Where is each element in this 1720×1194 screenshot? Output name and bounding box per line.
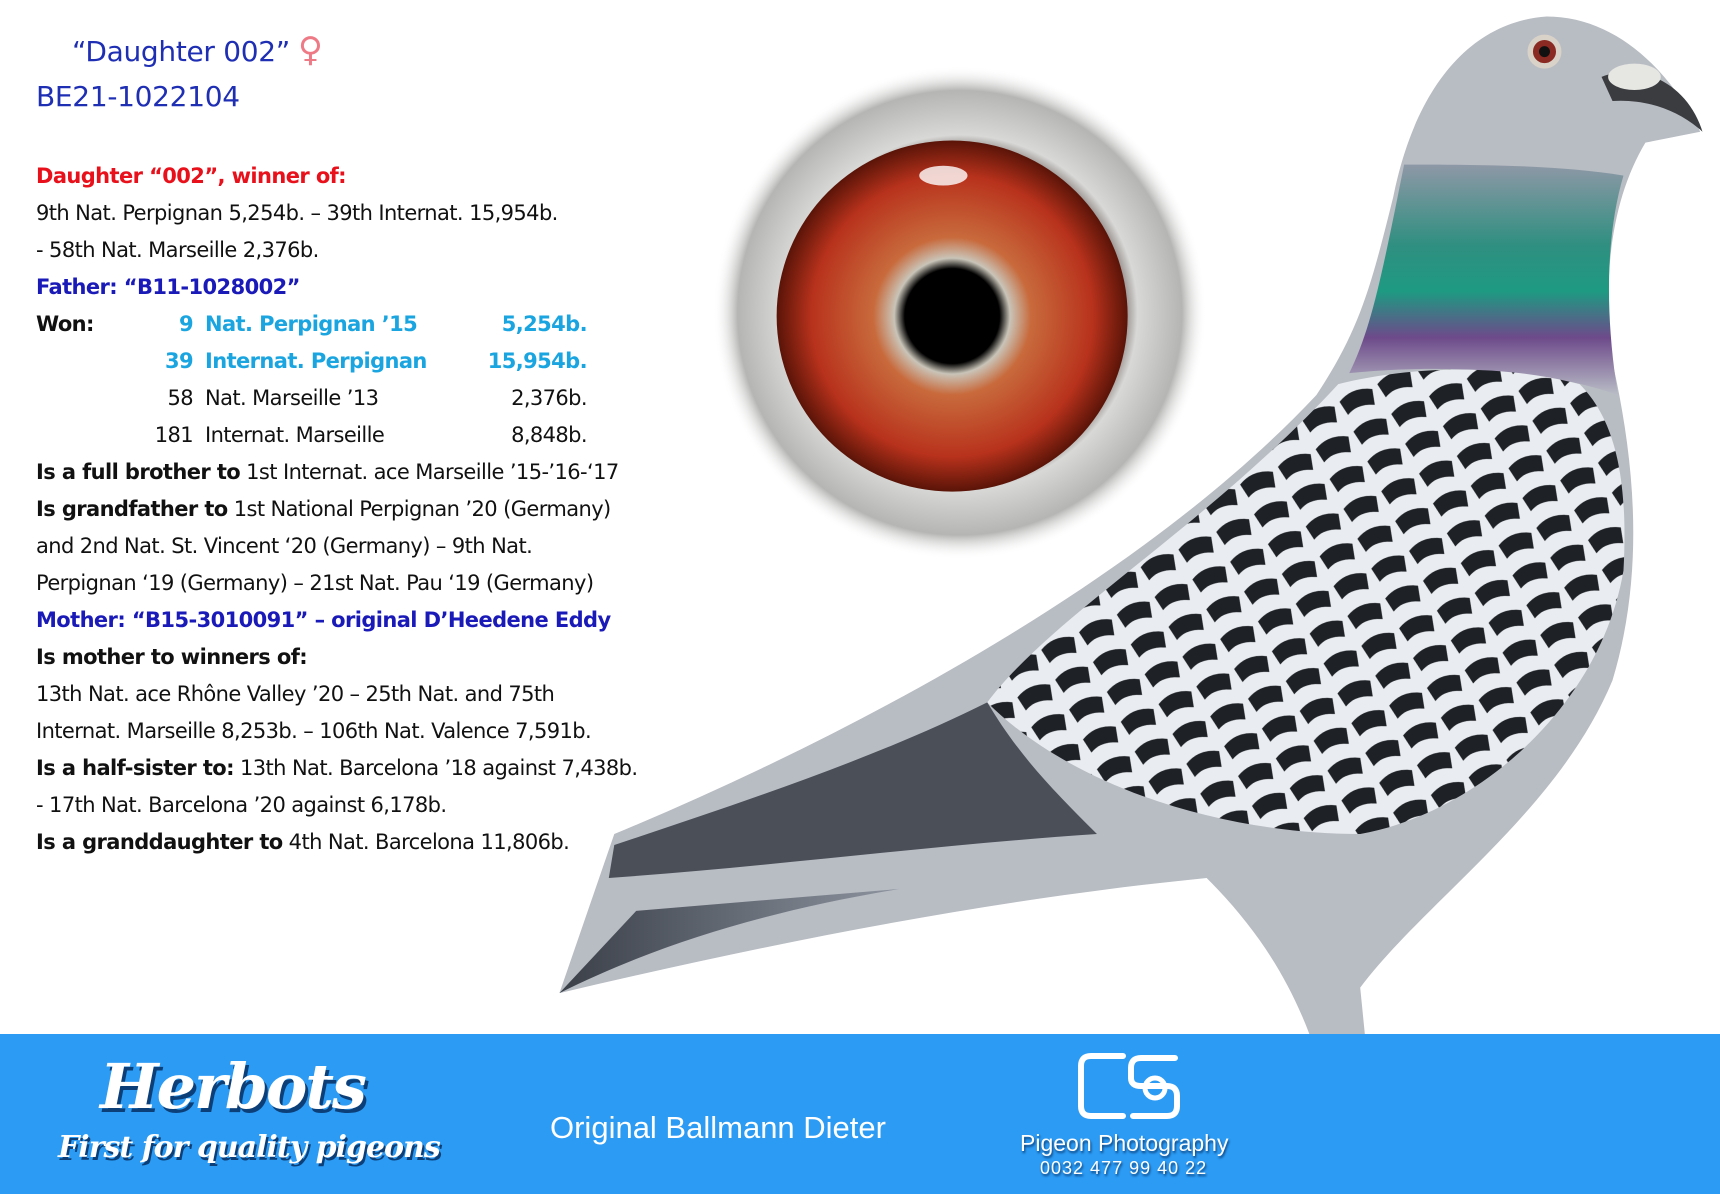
photographer-name: Pigeon Photography [1020, 1130, 1229, 1156]
father-line: and 2nd Nat. St. Vincent ‘20 (Germany) –… [36, 534, 533, 558]
result-line: 9th Nat. Perpignan 5,254b. – 39th Intern… [36, 201, 558, 225]
winner-heading: Daughter “002”, winner of: [36, 164, 347, 188]
mother-line: Is mother to winners of: [36, 645, 308, 669]
result-line: - 58th Nat. Marseille 2,376b. [36, 238, 319, 262]
ring-number: BE21-1022104 [36, 80, 240, 113]
father-line: Is a full brother to 1st Internat. ace M… [36, 460, 619, 484]
father-line: Is grandfather to 1st National Perpignan… [36, 497, 611, 521]
mother-heading: Mother: “B15-3010091” – original D’Heede… [36, 608, 611, 632]
footer-banner: Herbots First for quality pigeons Origin… [0, 1034, 1720, 1194]
won-row: Won: 9 Nat. Perpignan ’15 5,254b. [36, 306, 656, 343]
won-label: Won: [36, 312, 94, 336]
won-row: 39 Internat. Perpignan 15,954b. [164, 349, 588, 373]
won-row: 181 Internat. Marseille 8,848b. [154, 423, 588, 447]
father-line: Perpignan ‘19 (Germany) – 21st Nat. Pau … [36, 571, 594, 595]
photographer-phone: 0032 477 99 40 22 [1040, 1158, 1208, 1178]
won-row: 58 Nat. Marseille ’13 2,376b. [167, 386, 587, 410]
cs-camera-logo-icon [1078, 1053, 1180, 1119]
herbots-logo: Herbots [100, 1050, 367, 1123]
mother-line: Is a half-sister to: 13th Nat. Barcelona… [36, 756, 638, 780]
mother-line: 13th Nat. ace Rhône Valley ’20 – 25th Na… [36, 682, 555, 706]
herbots-tagline: First for quality pigeons [58, 1130, 441, 1165]
female-icon: ♀ [298, 30, 323, 70]
mother-line: Internat. Marseille 8,253b. – 106th Nat.… [36, 719, 592, 743]
mother-line: - 17th Nat. Barcelona ’20 against 6,178b… [36, 793, 447, 817]
pigeon-name: “Daughter 002” ♀ [72, 30, 323, 70]
eye-iris [776, 140, 1128, 492]
father-heading: Father: “B11-1028002” [36, 275, 300, 299]
mother-line: Is a granddaughter to 4th Nat. Barcelona… [36, 830, 570, 854]
origin-text: Original Ballmann Dieter [550, 1110, 886, 1145]
